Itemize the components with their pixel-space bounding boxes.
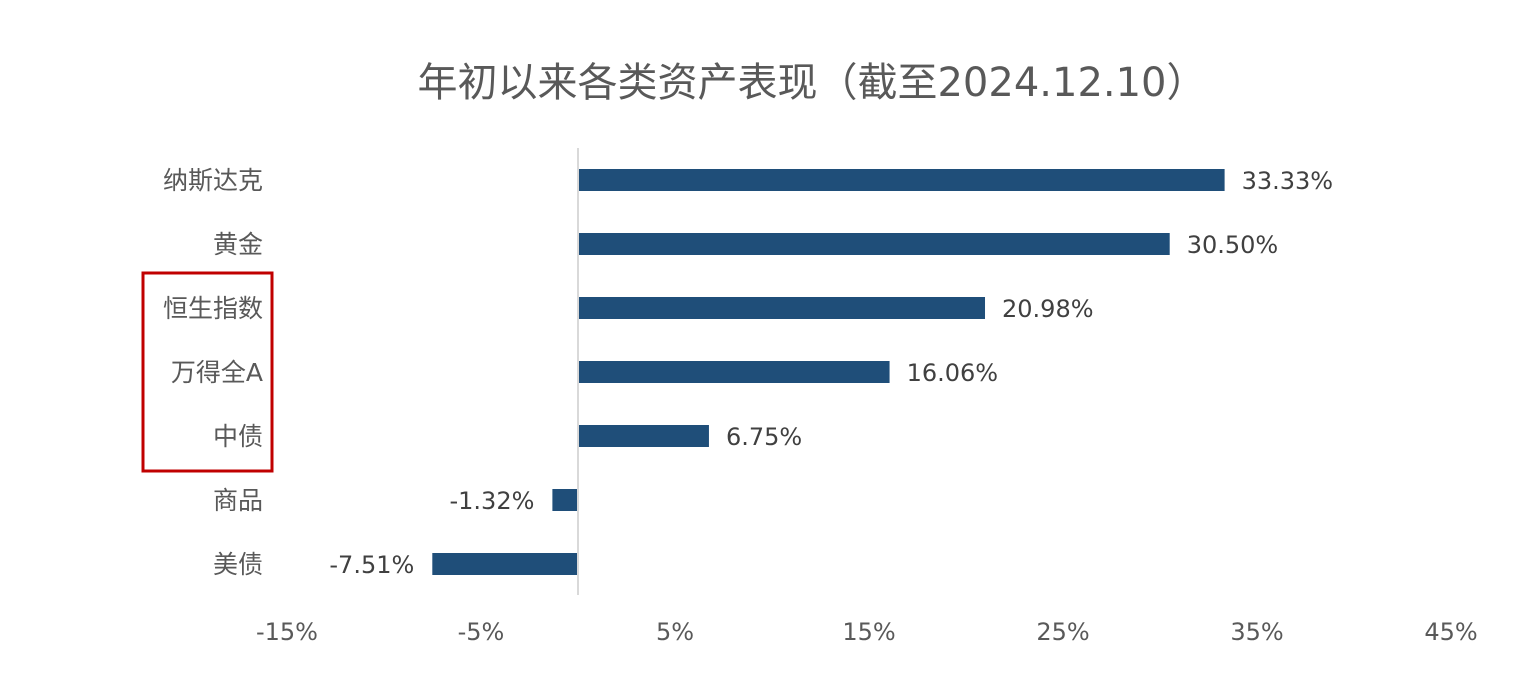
x-tick-label-4: 25% — [1036, 618, 1089, 646]
bar-6 — [432, 553, 578, 575]
x-tick-label-3: 15% — [842, 618, 895, 646]
category-label-2: 恒生指数 — [163, 294, 263, 323]
value-label-5: -1.32% — [449, 487, 534, 515]
category-label-3: 万得全A — [171, 358, 263, 387]
chart-title: 年初以来各类资产表现（截至2024.12.10） — [417, 60, 1206, 106]
bar-2 — [578, 297, 986, 319]
bar-5 — [552, 489, 578, 511]
value-label-4: 6.75% — [726, 423, 802, 451]
bar-0 — [578, 169, 1225, 191]
category-label-5: 商品 — [213, 486, 263, 515]
value-label-0: 33.33% — [1242, 167, 1334, 195]
x-tick-label-5: 35% — [1230, 618, 1283, 646]
x-tick-label-1: -5% — [458, 618, 505, 646]
highlight-box — [141, 271, 274, 473]
bar-3 — [578, 361, 890, 383]
value-label-6: -7.51% — [329, 551, 414, 579]
x-tick-label-2: 5% — [656, 618, 694, 646]
category-label-4: 中债 — [213, 422, 263, 451]
bar-1 — [578, 233, 1170, 255]
bar-4 — [578, 425, 709, 447]
category-label-0: 纳斯达克 — [163, 166, 263, 195]
x-tick-label-6: 45% — [1424, 618, 1477, 646]
category-label-6: 美债 — [213, 550, 263, 579]
value-label-2: 20.98% — [1002, 295, 1094, 323]
value-label-1: 30.50% — [1187, 231, 1279, 259]
category-label-1: 黄金 — [213, 230, 263, 259]
x-tick-label-0: -15% — [256, 618, 318, 646]
value-label-3: 16.06% — [907, 359, 999, 387]
